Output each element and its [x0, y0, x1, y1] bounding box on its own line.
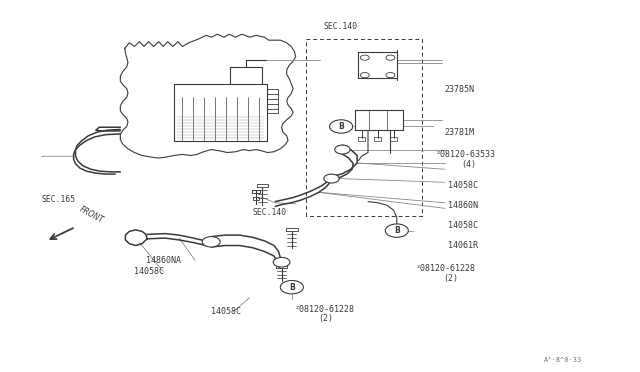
Text: (2): (2) [443, 274, 458, 283]
Text: (4): (4) [461, 160, 476, 169]
Text: ²08120-63533: ²08120-63533 [435, 150, 495, 159]
Text: (2): (2) [318, 314, 333, 323]
FancyBboxPatch shape [174, 84, 267, 141]
Text: ²08120-61228: ²08120-61228 [416, 264, 476, 273]
Circle shape [360, 55, 369, 60]
Text: A’·8^0·33: A’·8^0·33 [544, 357, 582, 363]
Text: SEC.165: SEC.165 [42, 195, 76, 203]
Circle shape [330, 120, 353, 133]
Text: 14860N: 14860N [448, 201, 478, 210]
Text: 14061R: 14061R [448, 241, 478, 250]
Text: B: B [339, 122, 344, 131]
FancyBboxPatch shape [355, 110, 403, 130]
Circle shape [280, 280, 303, 294]
Circle shape [202, 237, 220, 247]
Text: 23781M: 23781M [445, 128, 475, 137]
Text: 14058C: 14058C [134, 267, 164, 276]
Text: 14058C: 14058C [448, 182, 478, 190]
Circle shape [273, 257, 290, 267]
Circle shape [386, 55, 395, 60]
Text: 23785N: 23785N [445, 85, 475, 94]
Text: FRONT: FRONT [78, 205, 105, 225]
Text: SEC.140: SEC.140 [323, 22, 357, 31]
Text: 14860NA: 14860NA [146, 256, 181, 265]
Text: 14058C: 14058C [211, 307, 241, 316]
Circle shape [360, 73, 369, 78]
Circle shape [324, 174, 339, 183]
Text: SEC.140: SEC.140 [253, 208, 287, 217]
Text: 14058C: 14058C [448, 221, 478, 230]
Circle shape [335, 145, 350, 154]
Text: ²08120-61228: ²08120-61228 [294, 305, 355, 314]
Polygon shape [120, 34, 296, 158]
Text: B: B [394, 226, 399, 235]
Circle shape [385, 224, 408, 237]
Text: B: B [289, 283, 294, 292]
Circle shape [386, 73, 395, 78]
